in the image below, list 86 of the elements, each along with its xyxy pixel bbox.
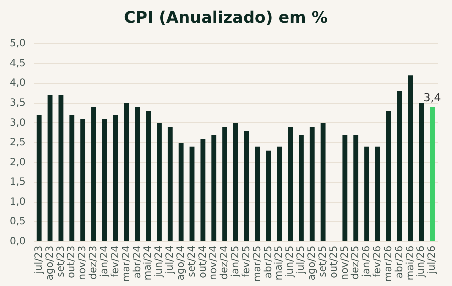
bar (354, 135, 359, 242)
x-tick-label: jan/25 (230, 246, 242, 278)
bar (375, 146, 380, 242)
x-tick-label: set/25 (318, 246, 329, 278)
y-tick-label: 0,5 (10, 216, 26, 228)
x-tick-label: jan/24 (99, 246, 110, 278)
x-tick-label: set/24 (186, 246, 198, 278)
x-tick-label: fev/26 (372, 246, 384, 278)
x-tick-label: ago/23 (44, 246, 56, 281)
x-tick-label: ago/25 (306, 246, 318, 281)
bar (157, 123, 162, 242)
x-tick-label: out/24 (198, 246, 209, 278)
x-tick-label: mar/25 (252, 246, 264, 282)
x-tick-label: mai/25 (274, 246, 286, 281)
bar (408, 76, 414, 242)
bar (386, 111, 392, 242)
bar (310, 127, 315, 242)
x-tick-label: jun/24 (154, 246, 166, 278)
x-tick-label: dez/24 (220, 246, 231, 280)
bar (320, 123, 326, 242)
x-tick-label: nov/23 (78, 246, 89, 280)
bar (58, 95, 64, 242)
y-tick-label: 5,0 (10, 38, 26, 50)
x-tick-label: jun/26 (416, 246, 428, 278)
bar (168, 127, 173, 242)
x-tick-label: fev/25 (241, 246, 252, 278)
x-tick-label: set/23 (56, 246, 67, 278)
bar (80, 119, 86, 242)
y-tick-label: 2,5 (10, 138, 26, 149)
x-tick-label: jun/25 (285, 246, 296, 278)
bar (48, 95, 53, 242)
bar (233, 123, 238, 242)
bar (342, 135, 348, 242)
bar (288, 127, 294, 242)
bar (255, 146, 260, 242)
x-tick-label: nov/24 (208, 246, 220, 280)
y-tick-label: 0,0 (10, 236, 26, 248)
y-tick-label: 1,5 (10, 177, 26, 188)
bar (212, 135, 217, 242)
bar (36, 115, 42, 242)
chart-title: CPI (Anualizado) em % (123, 8, 329, 27)
x-tick-label: fev/24 (110, 246, 122, 278)
x-tick-label: ago/24 (176, 246, 187, 281)
x-tick-label: abr/26 (394, 246, 406, 279)
y-tick-label: 4,5 (10, 58, 26, 70)
x-tick-label: dez/23 (88, 246, 100, 280)
bar (190, 146, 195, 242)
x-tick-label: mai/26 (405, 246, 416, 281)
x-tick-label: out/23 (66, 246, 78, 278)
bar (266, 150, 272, 242)
bar (124, 103, 130, 242)
bar (200, 139, 206, 242)
x-tick-label: abr/24 (132, 246, 144, 279)
bar (244, 131, 250, 242)
x-tick-label: mar/26 (383, 246, 394, 282)
y-tick-label: 1,0 (10, 196, 26, 208)
bar (277, 146, 282, 242)
x-tick-label: jul/25 (296, 246, 308, 275)
data-label: 3,4 (424, 92, 442, 105)
bar (299, 135, 304, 242)
y-tick-label: 3,5 (10, 98, 26, 109)
bar (92, 107, 96, 242)
x-tick-label: mai/24 (143, 246, 154, 281)
bar (70, 115, 75, 242)
bar (397, 92, 402, 242)
bar (222, 127, 228, 242)
x-tick-label: jul/26 (427, 246, 438, 275)
bar (146, 111, 152, 242)
x-tick-label: out/25 (328, 246, 340, 278)
x-tick-label: nov/25 (340, 246, 351, 280)
bar (364, 146, 370, 242)
x-tick-label: abr/25 (263, 246, 274, 279)
bar (113, 115, 118, 242)
x-tick-label: jan/26 (362, 246, 373, 278)
y-tick-label: 4,0 (10, 78, 26, 90)
x-tick-label: jul/24 (165, 246, 176, 275)
x-tick-label: mar/24 (121, 246, 132, 282)
y-tick-label: 3,0 (10, 118, 26, 129)
bar (419, 103, 424, 242)
x-tick-label: jul/23 (34, 246, 45, 275)
y-tick-label: 2,0 (10, 157, 26, 168)
x-tick-label: dez/25 (350, 246, 362, 280)
bar (135, 107, 140, 242)
bar (430, 107, 435, 242)
bar (178, 142, 184, 242)
bar (102, 119, 108, 242)
